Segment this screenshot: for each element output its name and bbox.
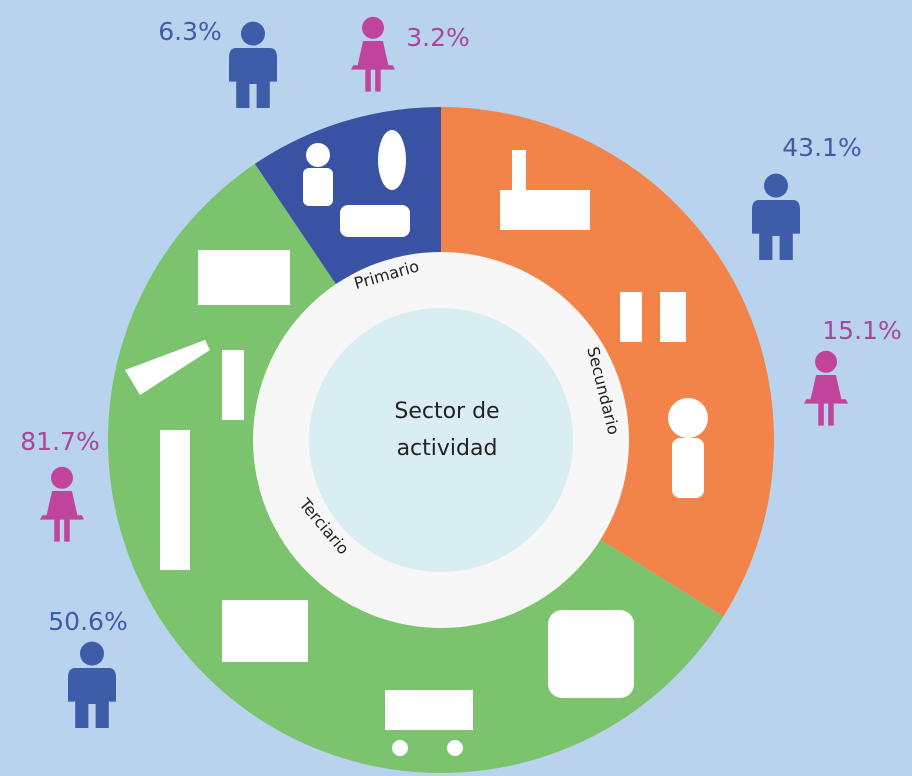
worker-icon xyxy=(668,398,708,438)
cart-icon xyxy=(385,690,473,730)
woman-icon xyxy=(351,16,395,92)
body xyxy=(229,48,277,108)
bus-icon xyxy=(548,610,634,698)
head xyxy=(362,16,384,39)
plant-icon xyxy=(620,292,642,342)
plant-icon xyxy=(660,292,686,342)
women-percent: 81.7% xyxy=(20,427,99,456)
man-icon xyxy=(229,21,277,108)
man-icon xyxy=(68,641,116,728)
plane-icon xyxy=(125,340,210,395)
factory-icon xyxy=(500,190,590,230)
center-label: actividad xyxy=(397,436,498,461)
body xyxy=(752,200,800,260)
head xyxy=(815,350,837,373)
sector-icons xyxy=(125,130,708,756)
body xyxy=(40,491,84,542)
men-percent: 50.6% xyxy=(48,607,127,636)
body xyxy=(351,41,395,92)
factory-icon xyxy=(512,150,526,192)
corn-icon xyxy=(378,130,406,190)
body xyxy=(68,668,116,728)
woman-icon xyxy=(40,466,84,542)
head xyxy=(51,466,73,489)
cart-icon xyxy=(392,740,408,756)
man-icon xyxy=(752,173,800,260)
head xyxy=(80,641,104,666)
farmer-icon xyxy=(306,143,330,167)
center-label: Sector de xyxy=(394,399,499,424)
monument-icon xyxy=(198,250,290,305)
worker-icon xyxy=(672,438,704,498)
head xyxy=(241,21,265,46)
women-percent: 15.1% xyxy=(822,316,901,345)
women-percent: 3.2% xyxy=(406,23,470,52)
people-icons xyxy=(40,16,848,728)
men-percent: 6.3% xyxy=(158,17,222,46)
woman-icon xyxy=(804,350,848,426)
tractor-icon xyxy=(340,205,410,237)
bank-icon xyxy=(222,600,308,662)
center-circle xyxy=(309,308,573,572)
men-percent: 43.1% xyxy=(782,133,861,162)
statue-icon xyxy=(160,430,190,570)
head xyxy=(764,173,788,198)
farmer-icon xyxy=(303,168,333,206)
statue-icon xyxy=(222,350,244,420)
cart-icon xyxy=(447,740,463,756)
body xyxy=(804,375,848,426)
